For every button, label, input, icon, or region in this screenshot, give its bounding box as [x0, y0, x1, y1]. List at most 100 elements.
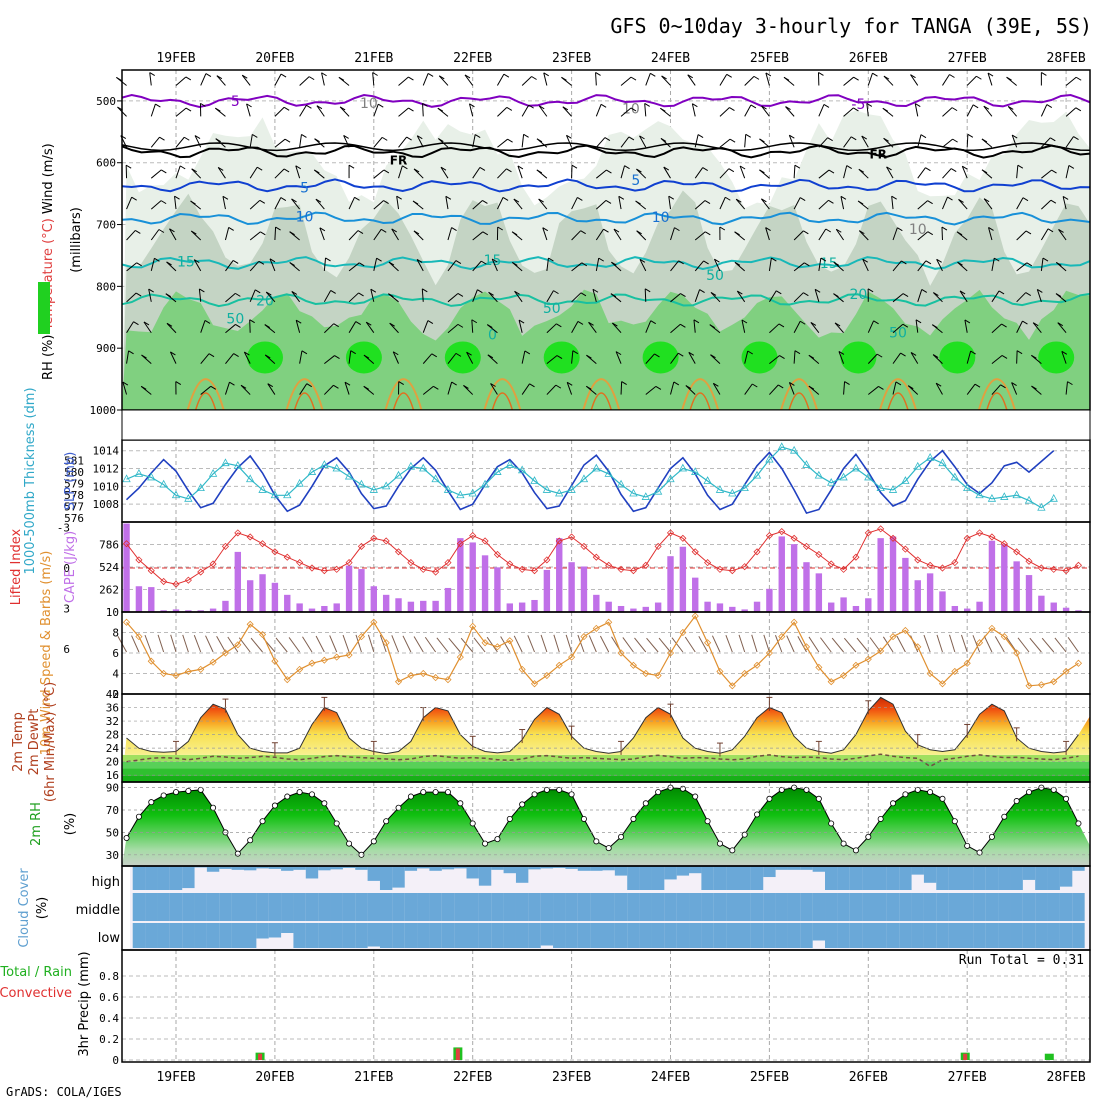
- yaxis-label-millibars: (millibars): [69, 207, 84, 273]
- wind-barb: [348, 292, 359, 303]
- thickness-marker: [888, 485, 898, 493]
- yaxis-label-cloud: Cloud Cover: [17, 868, 32, 948]
- wind-barb-flag: [661, 75, 667, 80]
- wind-barb: [818, 199, 829, 210]
- wind-barb: [398, 107, 409, 117]
- wind-barb: [126, 196, 133, 210]
- wind-barb-flag: [910, 352, 917, 356]
- thickness-marker: [703, 476, 712, 484]
- thickness-marker: [295, 478, 304, 487]
- wind-barb: [910, 352, 919, 364]
- wind-barb-flag: [789, 134, 795, 139]
- wind-barb-flag: [674, 227, 680, 232]
- cape-bar: [988, 540, 996, 612]
- cape-bar: [246, 580, 254, 612]
- wind-speed-marker: [271, 657, 279, 665]
- cloud-bar-low: [219, 923, 232, 948]
- wind-barb-flag: [998, 290, 1005, 295]
- date-label-top: 23FEB: [552, 51, 591, 66]
- wind-barb-flag: [739, 165, 746, 170]
- date-label-top: 22FEB: [453, 51, 492, 66]
- cloud-bar-middle: [775, 893, 788, 921]
- wind-barb: [620, 107, 632, 117]
- wind-barb-flag: [246, 103, 252, 108]
- data-layer: 5-5FRFR5510101515152020010105050501050: [116, 72, 1091, 1060]
- li-marker: [1000, 540, 1008, 548]
- wind-barb: [1065, 136, 1074, 148]
- wind-barb-flag: [615, 351, 622, 356]
- temp-band: [122, 754, 1090, 762]
- wind-barb-flag: [306, 104, 312, 109]
- cloud-bar-low: [1035, 923, 1048, 948]
- wind-barb-flag: [624, 165, 630, 170]
- cape-bar: [976, 601, 983, 612]
- cape-bar: [518, 602, 526, 612]
- cloud-bar-high: [145, 866, 158, 890]
- cape-bar: [580, 566, 588, 612]
- wind-barb: [964, 319, 968, 333]
- wind-barb-flag: [883, 75, 890, 80]
- wind-barb: [150, 200, 162, 210]
- ytick-label-temp: 32: [106, 715, 119, 728]
- li-marker: [765, 532, 773, 540]
- li-marker: [642, 561, 650, 569]
- wind-barb-flag: [445, 195, 452, 200]
- wind-barb-flag: [1000, 384, 1006, 389]
- ytick-label-wind: 2: [112, 688, 119, 701]
- wind-barb-flag: [169, 228, 175, 233]
- cloud-bar-low: [243, 923, 257, 948]
- wind-barb: [818, 228, 827, 241]
- wind-barb: [892, 227, 898, 241]
- cloud-bar-middle: [590, 893, 603, 921]
- ytick-label-wind: 10: [106, 606, 119, 619]
- wind-barb: [413, 230, 424, 241]
- wind-barb-flag: [422, 288, 428, 293]
- cloud-bar-low: [701, 923, 714, 948]
- cloud-bar-high: [899, 866, 912, 890]
- wind-barb-10m: [671, 637, 684, 653]
- wind-barb-flag: [951, 107, 958, 112]
- wind-speed-marker: [382, 639, 390, 647]
- wind-speed-marker: [345, 651, 353, 659]
- wind-speed-marker: [642, 669, 650, 678]
- cloud-bar-middle: [503, 893, 516, 921]
- wind-barb-flag: [133, 321, 139, 326]
- cloud-bar-low: [985, 923, 999, 948]
- wind-barb-flag: [779, 355, 785, 359]
- wind-barb: [422, 73, 429, 86]
- wind-barb-flag: [761, 198, 767, 203]
- wind-barb: [200, 73, 207, 86]
- cape-bar: [234, 551, 242, 612]
- cape-bar: [469, 542, 476, 612]
- li-marker: [333, 565, 341, 573]
- cloud-bar-low: [837, 923, 850, 948]
- contour-label: FR: [390, 154, 407, 168]
- wind-barb: [793, 230, 804, 241]
- rh-marker: [444, 789, 451, 796]
- wind-barb-flag: [882, 107, 889, 112]
- cloud-bar-high: [157, 866, 170, 890]
- cloud-bar-low: [145, 923, 158, 948]
- cloud-bar-low: [281, 923, 294, 933]
- li-marker: [704, 559, 712, 567]
- wind-barb: [175, 165, 181, 179]
- wind-barb-flag: [735, 198, 742, 203]
- wind-barb-flag: [200, 102, 206, 107]
- wind-speed-marker: [617, 649, 625, 657]
- thickness-marker: [629, 488, 638, 497]
- thickness-marker: [592, 463, 601, 472]
- cloud-bar-middle: [553, 893, 566, 921]
- ytick-label-cape: 786: [99, 539, 119, 552]
- wind-barb: [543, 72, 548, 86]
- wind-barb-flag: [828, 169, 835, 174]
- wind-barb-flag: [556, 323, 562, 328]
- cloud-bar-low: [825, 923, 838, 948]
- wind-barb-10m: [379, 634, 387, 653]
- wind-barb-flag: [1050, 199, 1057, 204]
- wind-barb-flag: [228, 226, 234, 231]
- yaxis-label-li: Lifted Index: [9, 528, 24, 605]
- wind-barb: [867, 353, 878, 364]
- wind-barb-flag: [745, 133, 751, 138]
- isotherm: [121, 93, 1091, 109]
- cloud-bar-middle: [206, 893, 220, 921]
